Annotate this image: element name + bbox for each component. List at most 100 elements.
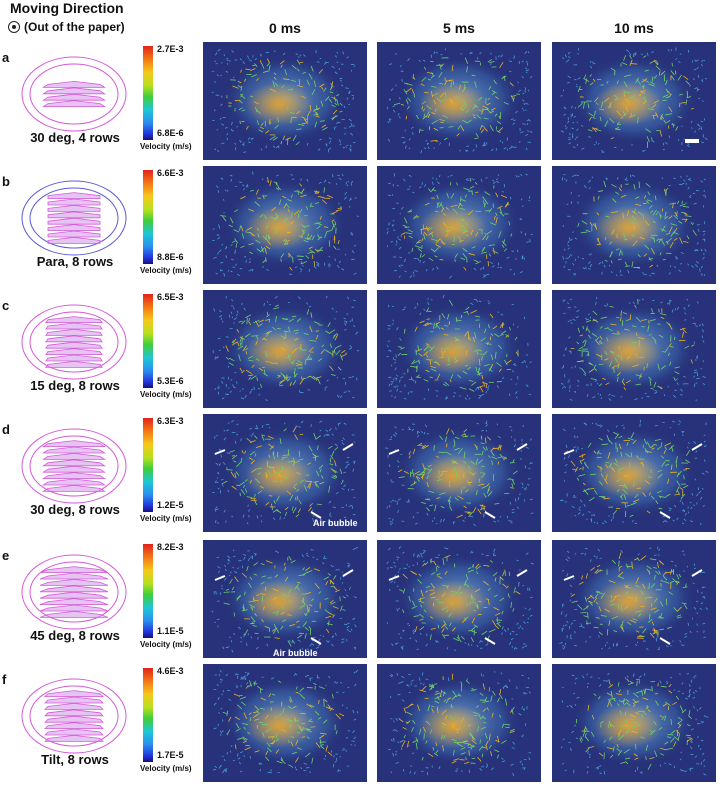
colorbar-max-label: 2.7E-3 [157, 44, 184, 54]
velocity-colorbar [143, 544, 153, 638]
row-letter: b [2, 174, 10, 189]
colorbar-min-label: 6.8E-6 [157, 128, 184, 138]
velocity-field-panel-b-0 [203, 166, 367, 284]
fin-array-diagram [18, 54, 130, 134]
header-subtitle-text: (Out of the paper) [24, 20, 125, 34]
white-arrow-icon [214, 449, 226, 455]
scale-bar [685, 139, 699, 143]
row-label: 15 deg, 8 rows [30, 378, 120, 393]
out-of-paper-icon [8, 21, 20, 33]
colorbar-max-label: 6.5E-3 [157, 292, 184, 302]
white-arrow-icon [659, 637, 671, 645]
colorbar-max-label: 4.6E-3 [157, 666, 184, 676]
white-arrow-icon [342, 569, 354, 577]
velocity-field-panel-d-2 [552, 414, 716, 532]
colorbar-unit-label: Velocity (m/s) [140, 390, 192, 399]
row-letter: a [2, 50, 10, 65]
colorbar-unit-label: Velocity (m/s) [140, 514, 192, 523]
white-arrow-icon [310, 511, 322, 519]
figure-row-a: a 30 deg, 4 rows 2.7E-3 6.8E-6 Velocity (m/s… [0, 42, 722, 162]
row-letter: f [2, 672, 7, 687]
white-arrow-icon [388, 449, 400, 455]
colorbar-unit-label: Velocity (m/s) [140, 640, 192, 649]
velocity-colorbar [143, 170, 153, 264]
colorbar-min-label: 1.7E-5 [157, 750, 184, 760]
air-bubble-label: Air bubble [273, 648, 318, 658]
white-arrow-icon [659, 511, 671, 519]
fin-array-diagram [18, 426, 130, 506]
row-letter: c [2, 298, 10, 313]
white-arrow-icon [214, 575, 226, 581]
figure-row-c: c 15 deg, 8 rows 6.5E-3 5.3E-6 Velocity (m/s… [0, 290, 722, 410]
colorbar-min-label: 1.1E-5 [157, 626, 184, 636]
annotation-arrows [563, 569, 703, 645]
velocity-field-panel-c-2 [552, 290, 716, 408]
white-arrow-icon [484, 511, 496, 519]
velocity-field-panel-d-1 [377, 414, 541, 532]
white-arrow-icon [691, 569, 703, 577]
velocity-field-panel-e-2 [552, 540, 716, 658]
velocity-field-panel-b-1 [377, 166, 541, 284]
row-label: Para, 8 rows [36, 254, 114, 269]
velocity-colorbar [143, 294, 153, 388]
white-arrow-icon [516, 443, 528, 451]
colorbar-min-label: 1.2E-5 [157, 500, 184, 510]
white-arrow-icon [484, 637, 496, 645]
white-arrow-icon [516, 569, 528, 577]
column-header-5ms: 5 ms [443, 20, 475, 36]
white-arrow-icon [310, 637, 322, 645]
velocity-colorbar [143, 418, 153, 512]
colorbar-max-label: 6.6E-3 [157, 168, 184, 178]
velocity-field-panel-e-1 [377, 540, 541, 658]
figure-row-e: e 45 deg, 8 rows 8.2E-3 1.1E-5 Velocity (m/s… [0, 540, 722, 660]
velocity-field-panel-f-1 [377, 664, 541, 782]
row-label: 30 deg, 4 rows [30, 130, 120, 145]
colorbar-min-label: 5.3E-6 [157, 376, 184, 386]
velocity-field-panel-e-0: Air bubble [203, 540, 367, 658]
header-subtitle: (Out of the paper) [8, 20, 125, 34]
colorbar-unit-label: Velocity (m/s) [140, 266, 192, 275]
velocity-field-panel-f-2 [552, 664, 716, 782]
velocity-field-panel-d-0: Air bubble [203, 414, 367, 532]
annotation-arrows [214, 443, 354, 519]
annotation-arrows [388, 443, 528, 519]
column-header-0ms: 0 ms [269, 20, 301, 36]
column-header-10ms: 10 ms [614, 20, 654, 36]
row-label: Tilt, 8 rows [41, 752, 109, 767]
white-arrow-icon [388, 575, 400, 581]
colorbar-unit-label: Velocity (m/s) [140, 142, 192, 151]
velocity-field-panel-a-2 [552, 42, 716, 160]
fin-array-diagram [18, 552, 130, 632]
fin-array-diagram [18, 178, 130, 258]
fin-array-diagram [18, 302, 130, 382]
velocity-field-panel-c-0 [203, 290, 367, 408]
velocity-field-panel-a-0 [203, 42, 367, 160]
air-bubble-label: Air bubble [313, 518, 358, 528]
header-title: Moving Direction [10, 0, 124, 16]
row-letter: e [2, 548, 10, 563]
annotation-arrows [388, 569, 528, 645]
velocity-colorbar [143, 668, 153, 762]
white-arrow-icon [342, 443, 354, 451]
row-letter: d [2, 422, 10, 437]
white-arrow-icon [563, 449, 575, 455]
row-label: 45 deg, 8 rows [30, 628, 120, 643]
velocity-field-panel-a-1 [377, 42, 541, 160]
figure-row-b: b Para, 8 rows 6.6E-3 8.8E-6 Velocity (m/s) [0, 166, 722, 286]
figure-row-d: d 30 deg, 8 rows 6.3E-3 1.2E-5 Velocity (m/s… [0, 414, 722, 534]
annotation-arrows [563, 443, 703, 519]
row-label: 30 deg, 8 rows [30, 502, 120, 517]
velocity-field-panel-f-0 [203, 664, 367, 782]
colorbar-min-label: 8.8E-6 [157, 252, 184, 262]
fin-array-diagram [18, 676, 130, 756]
colorbar-max-label: 6.3E-3 [157, 416, 184, 426]
white-arrow-icon [563, 575, 575, 581]
velocity-colorbar [143, 46, 153, 140]
velocity-field-panel-c-1 [377, 290, 541, 408]
velocity-field-panel-b-2 [552, 166, 716, 284]
colorbar-unit-label: Velocity (m/s) [140, 764, 192, 773]
annotation-arrows [214, 569, 354, 645]
colorbar-max-label: 8.2E-3 [157, 542, 184, 552]
figure-row-f: f Tilt, 8 rows 4.6E-3 1.7E-5 Velocity (m/s) [0, 664, 722, 784]
white-arrow-icon [691, 443, 703, 451]
